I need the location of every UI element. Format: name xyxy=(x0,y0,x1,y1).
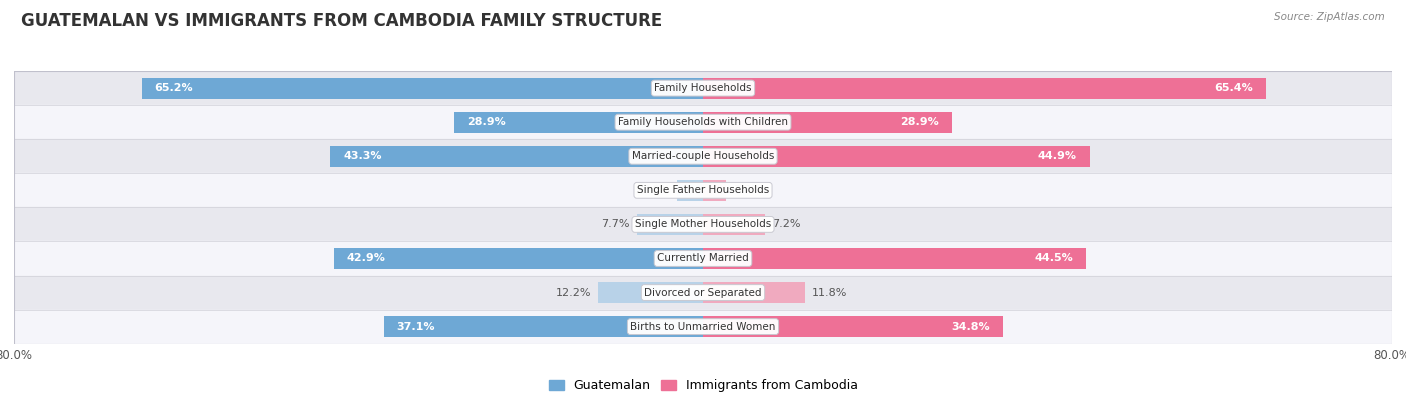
Text: 65.4%: 65.4% xyxy=(1215,83,1253,93)
Text: 34.8%: 34.8% xyxy=(950,322,990,332)
Bar xyxy=(637,214,703,235)
Text: 28.9%: 28.9% xyxy=(900,117,939,127)
Bar xyxy=(703,282,804,303)
Bar xyxy=(384,316,703,337)
Legend: Guatemalan, Immigrants from Cambodia: Guatemalan, Immigrants from Cambodia xyxy=(544,374,862,395)
Bar xyxy=(703,180,727,201)
Text: Births to Unmarried Women: Births to Unmarried Women xyxy=(630,322,776,332)
Bar xyxy=(678,180,703,201)
Text: 37.1%: 37.1% xyxy=(396,322,434,332)
Text: 7.2%: 7.2% xyxy=(772,219,800,229)
Bar xyxy=(14,207,1392,241)
Text: 2.7%: 2.7% xyxy=(733,185,762,196)
Bar xyxy=(330,146,703,167)
Text: Source: ZipAtlas.com: Source: ZipAtlas.com xyxy=(1274,12,1385,22)
Text: Single Mother Households: Single Mother Households xyxy=(636,219,770,229)
Bar xyxy=(14,71,1392,105)
Bar xyxy=(14,139,1392,173)
Text: 44.9%: 44.9% xyxy=(1038,151,1077,161)
Text: 3.0%: 3.0% xyxy=(643,185,671,196)
Bar xyxy=(14,310,1392,344)
Bar xyxy=(703,214,765,235)
Text: 42.9%: 42.9% xyxy=(346,254,385,263)
Bar xyxy=(703,112,952,133)
Text: 11.8%: 11.8% xyxy=(811,288,846,297)
Bar xyxy=(142,77,703,99)
Text: Family Households: Family Households xyxy=(654,83,752,93)
Text: 28.9%: 28.9% xyxy=(467,117,506,127)
Text: Divorced or Separated: Divorced or Separated xyxy=(644,288,762,297)
Bar xyxy=(703,77,1267,99)
Bar xyxy=(703,316,1002,337)
Text: Family Households with Children: Family Households with Children xyxy=(619,117,787,127)
Bar xyxy=(14,173,1392,207)
Bar xyxy=(703,248,1087,269)
Text: 7.7%: 7.7% xyxy=(602,219,630,229)
Text: Currently Married: Currently Married xyxy=(657,254,749,263)
Text: 12.2%: 12.2% xyxy=(555,288,591,297)
Bar xyxy=(14,276,1392,310)
Bar xyxy=(703,146,1090,167)
Text: GUATEMALAN VS IMMIGRANTS FROM CAMBODIA FAMILY STRUCTURE: GUATEMALAN VS IMMIGRANTS FROM CAMBODIA F… xyxy=(21,12,662,30)
Bar xyxy=(598,282,703,303)
Text: 65.2%: 65.2% xyxy=(155,83,193,93)
Bar xyxy=(454,112,703,133)
Text: 44.5%: 44.5% xyxy=(1035,254,1073,263)
Bar xyxy=(14,241,1392,276)
Text: 43.3%: 43.3% xyxy=(343,151,381,161)
Bar xyxy=(333,248,703,269)
Text: Married-couple Households: Married-couple Households xyxy=(631,151,775,161)
Text: Single Father Households: Single Father Households xyxy=(637,185,769,196)
Bar xyxy=(14,105,1392,139)
